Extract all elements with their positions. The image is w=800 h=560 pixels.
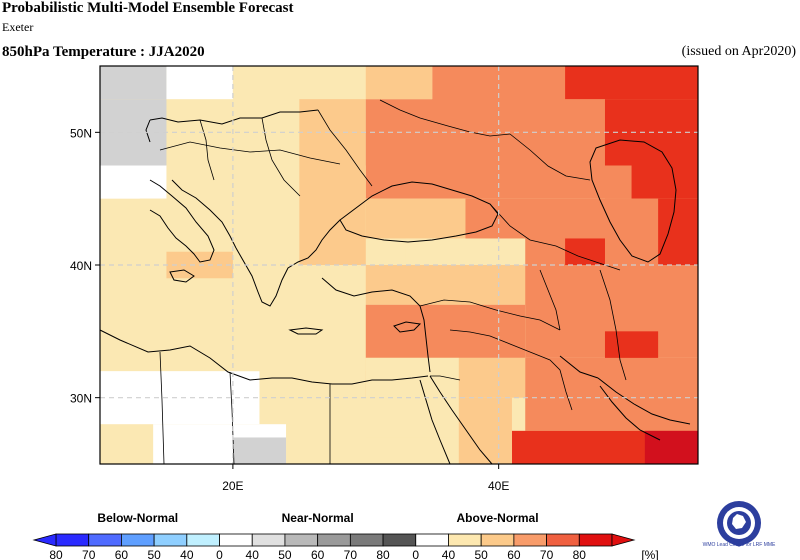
colorbar-swatch bbox=[121, 533, 155, 547]
colorbar-swatch bbox=[578, 533, 613, 547]
colorbar-category: Below-Normal bbox=[97, 511, 178, 525]
longitude-tick-label: 20E bbox=[222, 479, 243, 493]
colorbar-swatch bbox=[513, 533, 547, 547]
colorbar-category: Near-Normal bbox=[282, 511, 354, 525]
probability-cell bbox=[525, 357, 698, 431]
globe-emblem-icon bbox=[717, 501, 761, 547]
probability-cell bbox=[166, 132, 233, 166]
probability-cell bbox=[658, 198, 698, 265]
colorbar-label: 80 bbox=[573, 548, 587, 560]
colorbar-label: 0 bbox=[412, 548, 419, 560]
colorbar-label: 0 bbox=[216, 548, 223, 560]
colorbar: 80 70 60 50 40 0 40 50 60 70 80 0 40 50 60 70 80 Below-No… bbox=[32, 511, 659, 560]
colorbar-swatch bbox=[317, 533, 351, 547]
centre-name: Exeter bbox=[2, 20, 34, 34]
colorbar-swatch bbox=[186, 533, 220, 547]
colorbar-swatch bbox=[480, 533, 515, 547]
logo-caption: WMO Lead Centre for LRF MME bbox=[702, 542, 776, 548]
colorbar-swatch bbox=[55, 533, 90, 547]
issued-date: (issued on Apr2020) bbox=[681, 44, 796, 59]
colorbar-swatch bbox=[349, 533, 384, 547]
colorbar-label: 60 bbox=[507, 548, 521, 560]
colorbar-swatch bbox=[153, 533, 188, 547]
probability-cell bbox=[565, 66, 698, 100]
colorbar-right-arrow bbox=[611, 533, 636, 547]
colorbar-label: 40 bbox=[442, 548, 456, 560]
probability-cell bbox=[458, 397, 512, 464]
probability-cell bbox=[100, 165, 167, 199]
colorbar-label: 50 bbox=[278, 548, 292, 560]
colorbar-label: 60 bbox=[311, 548, 325, 560]
colorbar-label: 80 bbox=[376, 548, 390, 560]
graticule bbox=[100, 66, 698, 464]
probability-cell bbox=[299, 165, 366, 265]
axis-ticks: 50N 40N 30N 20E 40E bbox=[70, 126, 509, 493]
colorbar-swatch bbox=[88, 533, 122, 547]
colorbar-label: 50 bbox=[474, 548, 488, 560]
variable-title: 850hPa Temperature : JJA2020 bbox=[2, 44, 205, 60]
colorbar-left-arrow bbox=[32, 533, 57, 547]
probability-cell bbox=[232, 265, 366, 372]
colorbar-swatch bbox=[219, 533, 253, 547]
colorbar-swatch bbox=[284, 533, 319, 547]
colorbar-label: 40 bbox=[246, 548, 260, 560]
colorbar-swatch bbox=[251, 533, 286, 547]
colorbar-swatch bbox=[448, 533, 482, 547]
colorbar-swatch bbox=[546, 533, 580, 547]
probability-cell bbox=[100, 371, 260, 425]
probability-cell bbox=[232, 437, 287, 464]
colorbar-label: 50 bbox=[147, 548, 161, 560]
colorbar-swatch bbox=[382, 533, 417, 547]
probability-cell bbox=[100, 66, 167, 100]
latitude-tick-label: 50N bbox=[70, 126, 92, 140]
colorbar-unit: [%] bbox=[641, 548, 658, 560]
colorbar-label: 80 bbox=[49, 548, 63, 560]
wmo-logo: WMO Lead Centre for LRF MME bbox=[703, 496, 775, 560]
coastlines bbox=[99, 109, 691, 465]
colorbar-label: 40 bbox=[180, 548, 194, 560]
probability-cell bbox=[631, 165, 698, 199]
colorbar-swatch bbox=[415, 533, 449, 547]
colorbar-label: 70 bbox=[540, 548, 554, 560]
colorbar-label: 60 bbox=[115, 548, 129, 560]
colorbar-label: 70 bbox=[82, 548, 96, 560]
probability-cell bbox=[365, 198, 466, 239]
latitude-tick-label: 30N bbox=[70, 392, 92, 406]
probability-cell bbox=[644, 430, 698, 464]
colorbar-category: Above-Normal bbox=[457, 511, 539, 525]
probability-cell bbox=[232, 132, 300, 166]
map-title: Probabilistic Multi-Model Ensemble Forec… bbox=[2, 0, 294, 16]
longitude-tick-label: 40E bbox=[488, 479, 509, 493]
colorbar-label: 70 bbox=[344, 548, 358, 560]
probability-cell bbox=[166, 66, 233, 100]
latitude-tick-label: 40N bbox=[70, 259, 92, 273]
probability-cell bbox=[365, 66, 433, 100]
